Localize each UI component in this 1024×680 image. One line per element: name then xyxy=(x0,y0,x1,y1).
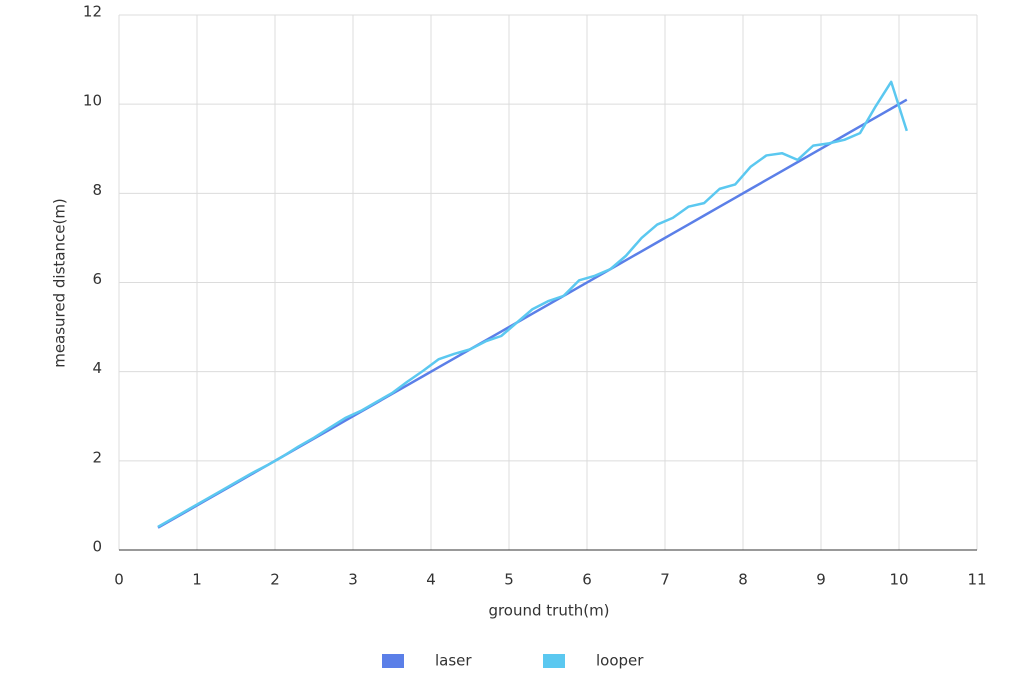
series-line xyxy=(157,80,908,528)
y-axis-label: measured distance(m) xyxy=(51,198,69,368)
legend-swatch xyxy=(543,654,565,668)
x-tick-label: 8 xyxy=(738,571,748,589)
y-tick-label: 12 xyxy=(83,3,102,21)
x-tick-label: 10 xyxy=(889,571,908,589)
x-tick-label: 1 xyxy=(192,571,202,589)
x-tick-label: 6 xyxy=(582,571,592,589)
y-tick-label: 2 xyxy=(92,448,102,466)
y-tick-label: 0 xyxy=(92,538,102,556)
x-tick-label: 11 xyxy=(967,571,986,589)
x-tick-label: 0 xyxy=(114,571,124,589)
x-tick-label: 9 xyxy=(816,571,826,589)
legend-label: looper xyxy=(596,652,644,670)
y-tick-label: 8 xyxy=(92,181,102,199)
legend-swatch xyxy=(382,654,404,668)
y-tick-label: 6 xyxy=(92,270,102,288)
x-tick-label: 4 xyxy=(426,571,436,589)
x-tick-label: 5 xyxy=(504,571,514,589)
legend-label: laser xyxy=(435,652,472,670)
x-tick-label: 2 xyxy=(270,571,280,589)
y-tick-label: 10 xyxy=(83,92,102,110)
x-tick-label: 3 xyxy=(348,571,358,589)
x-tick-label: 7 xyxy=(660,571,670,589)
x-axis-label: ground truth(m) xyxy=(488,602,609,620)
y-tick-label: 4 xyxy=(92,359,102,377)
